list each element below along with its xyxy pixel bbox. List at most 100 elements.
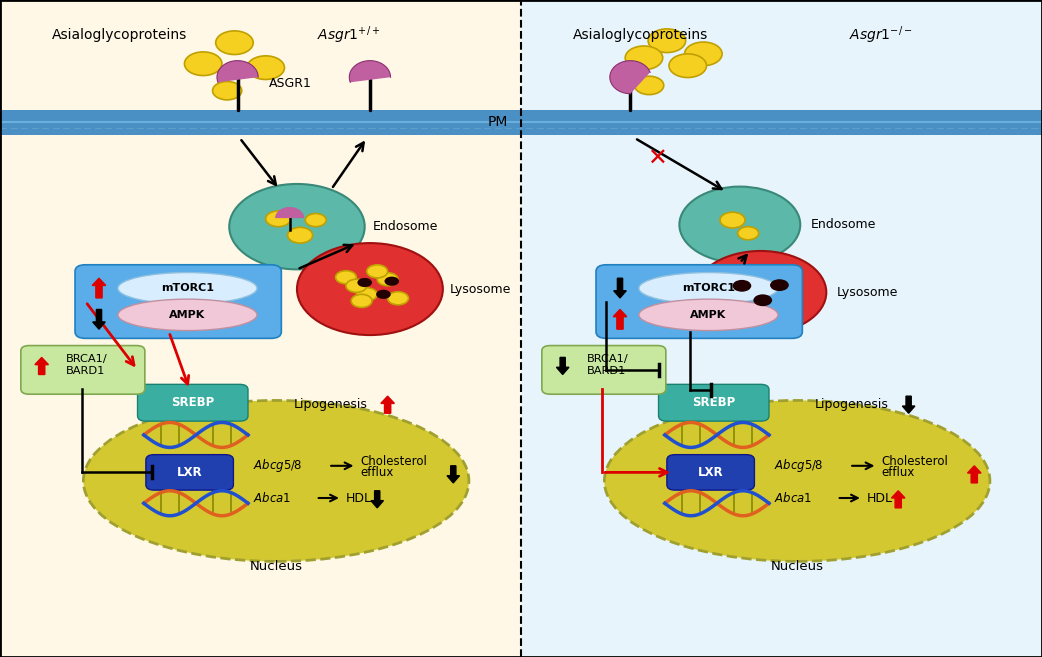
Circle shape — [184, 52, 222, 76]
Circle shape — [357, 278, 372, 287]
Circle shape — [216, 31, 253, 55]
Text: Lipogenesis: Lipogenesis — [815, 398, 889, 411]
Text: mTORC1: mTORC1 — [160, 283, 214, 293]
Circle shape — [388, 292, 408, 305]
Circle shape — [356, 288, 377, 301]
Text: Asialoglycoproteins: Asialoglycoproteins — [573, 28, 709, 43]
Text: Asialoglycoproteins: Asialoglycoproteins — [52, 28, 188, 43]
FancyArrow shape — [556, 357, 569, 374]
FancyArrow shape — [613, 309, 626, 329]
Text: Cholesterol: Cholesterol — [361, 455, 427, 468]
Text: Lysosome: Lysosome — [450, 283, 512, 296]
Text: efflux: efflux — [361, 466, 394, 479]
Ellipse shape — [118, 299, 257, 330]
FancyArrow shape — [614, 278, 626, 298]
FancyArrow shape — [902, 396, 915, 413]
FancyArrow shape — [447, 466, 460, 483]
FancyBboxPatch shape — [542, 346, 666, 394]
Text: Nucleus: Nucleus — [771, 560, 823, 573]
Ellipse shape — [639, 273, 778, 304]
Circle shape — [733, 280, 751, 292]
Ellipse shape — [604, 400, 990, 561]
FancyBboxPatch shape — [146, 455, 233, 490]
Text: BARD1: BARD1 — [587, 366, 626, 376]
Bar — [0, 110, 1042, 135]
Polygon shape — [275, 207, 304, 218]
FancyArrow shape — [92, 278, 106, 298]
Text: AMPK: AMPK — [691, 310, 726, 320]
Circle shape — [669, 54, 706, 78]
Text: $Abcg5/8$: $Abcg5/8$ — [774, 457, 823, 474]
Text: PM: PM — [488, 114, 508, 129]
Text: $Asgr1^{+/+}$: $Asgr1^{+/+}$ — [318, 25, 380, 46]
FancyBboxPatch shape — [596, 265, 802, 338]
Text: efflux: efflux — [882, 466, 915, 479]
Circle shape — [351, 294, 372, 307]
Circle shape — [685, 42, 722, 66]
Circle shape — [770, 279, 789, 291]
Bar — [0, 0, 521, 657]
Text: $Abcg5/8$: $Abcg5/8$ — [253, 457, 302, 474]
Circle shape — [648, 29, 686, 53]
Text: ASGR1: ASGR1 — [269, 77, 312, 90]
Text: SREBP: SREBP — [692, 396, 736, 409]
Polygon shape — [610, 60, 650, 94]
Polygon shape — [349, 60, 391, 82]
Text: AMPK: AMPK — [170, 310, 205, 320]
Circle shape — [753, 294, 772, 306]
Text: HDL: HDL — [867, 491, 893, 505]
Text: BRCA1/: BRCA1/ — [66, 354, 107, 365]
Circle shape — [635, 76, 664, 95]
Text: Endosome: Endosome — [811, 218, 876, 231]
Circle shape — [346, 279, 367, 292]
Circle shape — [336, 271, 356, 284]
Ellipse shape — [83, 400, 469, 561]
Circle shape — [229, 184, 365, 269]
Circle shape — [376, 290, 391, 299]
Circle shape — [738, 227, 759, 240]
Text: Nucleus: Nucleus — [250, 560, 302, 573]
Polygon shape — [217, 60, 258, 82]
Text: LXR: LXR — [698, 466, 723, 479]
Circle shape — [213, 81, 242, 100]
Text: Lipogenesis: Lipogenesis — [294, 398, 368, 411]
FancyArrow shape — [371, 491, 383, 508]
FancyArrow shape — [35, 357, 48, 374]
FancyArrow shape — [381, 396, 394, 413]
Text: BRCA1/: BRCA1/ — [587, 354, 628, 365]
Bar — [521, 0, 1042, 657]
Circle shape — [679, 187, 800, 263]
FancyBboxPatch shape — [667, 455, 754, 490]
Text: HDL: HDL — [346, 491, 372, 505]
FancyArrow shape — [967, 466, 982, 483]
Text: mTORC1: mTORC1 — [681, 283, 735, 293]
Text: $Abca1$: $Abca1$ — [253, 491, 292, 505]
Circle shape — [384, 277, 399, 286]
Ellipse shape — [118, 273, 257, 304]
Text: $Asgr1^{-/-}$: $Asgr1^{-/-}$ — [849, 25, 912, 46]
FancyArrow shape — [93, 309, 105, 329]
FancyBboxPatch shape — [21, 346, 145, 394]
Circle shape — [266, 211, 291, 227]
FancyArrow shape — [892, 491, 904, 508]
Text: $Abca1$: $Abca1$ — [774, 491, 813, 505]
FancyBboxPatch shape — [659, 384, 769, 421]
Text: Cholesterol: Cholesterol — [882, 455, 948, 468]
Circle shape — [695, 251, 826, 334]
Circle shape — [305, 214, 326, 227]
Text: LXR: LXR — [177, 466, 202, 479]
Circle shape — [297, 243, 443, 335]
Circle shape — [377, 273, 398, 286]
Circle shape — [625, 46, 663, 70]
Text: ✕: ✕ — [647, 147, 666, 171]
Text: Endosome: Endosome — [373, 220, 439, 233]
Circle shape — [720, 212, 745, 228]
Ellipse shape — [639, 299, 778, 330]
Circle shape — [367, 265, 388, 278]
Circle shape — [247, 56, 284, 79]
FancyBboxPatch shape — [138, 384, 248, 421]
FancyBboxPatch shape — [75, 265, 281, 338]
Text: SREBP: SREBP — [171, 396, 215, 409]
Text: BARD1: BARD1 — [66, 366, 105, 376]
Circle shape — [288, 227, 313, 243]
